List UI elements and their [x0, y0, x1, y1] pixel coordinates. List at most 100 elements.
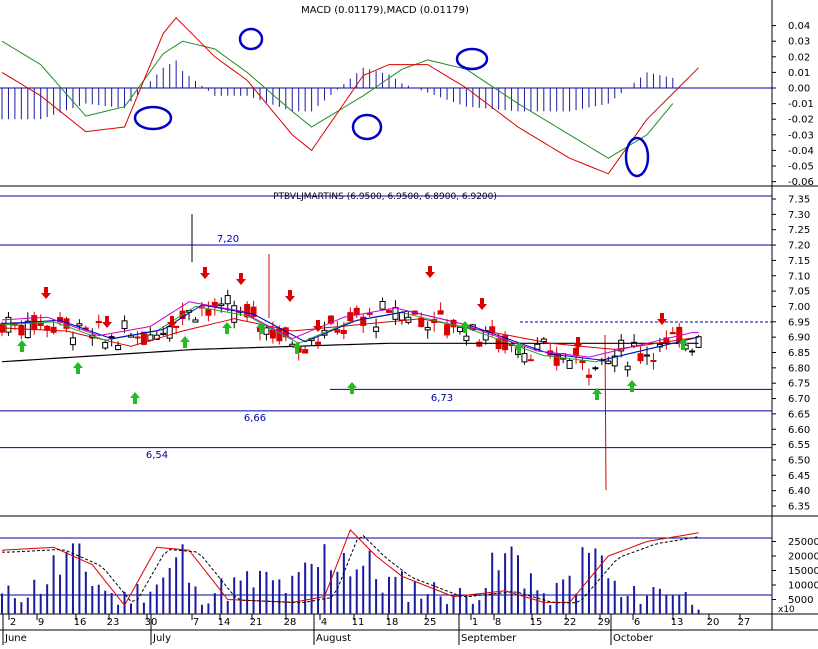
day-tick-label: 20	[707, 617, 720, 628]
buy-arrow-icon	[347, 382, 357, 394]
day-tick-label: 1	[472, 617, 478, 628]
macd-tick-label: -0.03	[788, 130, 814, 141]
price-tick-label: 6.90	[788, 333, 810, 344]
candle-body	[450, 319, 457, 328]
price-tick-label: 6.80	[788, 363, 810, 374]
buy-arrow-icon	[130, 392, 140, 404]
volume-y-axis: 25000 20000 15000 10000 5000	[772, 537, 818, 606]
day-tick-label: 21	[250, 617, 263, 628]
price-y-axis: 7.35 7.30 7.25 7.20 7.15 7.10 7.05 7.00 6.95 6.90…	[772, 195, 810, 513]
month-label: July	[152, 633, 171, 644]
month-label: August	[316, 633, 351, 644]
macd-tick-label: -0.02	[788, 115, 814, 126]
day-tick-label: 6	[634, 617, 640, 628]
macd-line	[1, 17, 699, 175]
candle-body	[669, 332, 676, 335]
signal-arrows	[17, 266, 688, 404]
macd-highlight-ellipse	[238, 27, 264, 51]
candle-body	[95, 320, 102, 324]
day-tick-label: 11	[352, 617, 365, 628]
candle-body	[592, 367, 599, 370]
macd-y-axis: 0.04 0.03 0.02 0.01 0.00 -0.01 -0.02 -0.03 -0.04…	[772, 21, 814, 188]
price-tick-label: 6.55	[788, 440, 810, 451]
moving-average-red	[1, 318, 699, 350]
candle-body	[521, 353, 528, 363]
candle-body	[379, 301, 386, 310]
buy-arrow-icon	[627, 380, 637, 392]
price-tick-label: 7.20	[788, 241, 810, 252]
candle-body	[153, 334, 160, 340]
buy-arrow-icon	[73, 362, 83, 374]
candle-body	[37, 322, 44, 326]
candle-body	[69, 337, 76, 346]
buy-arrow-icon	[17, 340, 27, 352]
sell-arrow-icon	[477, 298, 487, 310]
sell-arrow-icon	[102, 316, 112, 328]
spike-wick	[604, 334, 607, 491]
price-tick-label: 6.95	[788, 317, 810, 328]
candle-body	[263, 327, 270, 335]
price-tick-label: 7.15	[788, 256, 810, 267]
price-levels: 7,20 6,73 6,66 6,54	[0, 234, 772, 461]
macd-tick-label: 0.01	[788, 68, 810, 79]
candle-body	[476, 341, 483, 347]
candle-body	[269, 329, 276, 339]
oscillator-signal-line	[2, 534, 699, 604]
price-level-label: 7,20	[217, 234, 239, 245]
candle-body	[637, 353, 644, 362]
price-tick-label: 6.65	[788, 409, 810, 420]
price-tick-label: 6.70	[788, 394, 810, 405]
candle-body	[244, 304, 251, 318]
buy-arrow-icon	[180, 336, 190, 348]
day-tick-label: 27	[738, 617, 751, 628]
day-tick-label: 29	[598, 617, 611, 628]
buy-arrow-icon	[292, 342, 302, 354]
price-level-label: 6,73	[431, 393, 453, 404]
macd-highlight-ellipse	[624, 136, 650, 178]
candle-body	[366, 312, 373, 315]
buy-arrow-icon	[256, 322, 266, 334]
moving-average-blue	[2, 304, 699, 361]
candle-body	[650, 359, 657, 362]
macd-tick-label: -0.06	[788, 177, 814, 188]
price-level-label: 6,54	[146, 450, 168, 461]
day-tick-label: 22	[564, 617, 577, 628]
candle-body	[418, 317, 425, 328]
price-title: PTBVLJMARTINS (6.9500, 6.9500, 6.8900, 6…	[273, 192, 497, 202]
candle-body	[160, 332, 167, 336]
candle-body	[540, 338, 547, 342]
candle-body	[695, 336, 702, 348]
candle-body	[353, 307, 360, 316]
price-tick-label: 6.85	[788, 348, 810, 359]
candle-body	[166, 326, 173, 339]
volume-tick-label: 20000	[788, 552, 818, 563]
candle-body	[134, 336, 141, 339]
buy-arrow-icon	[514, 342, 524, 354]
month-label: September	[461, 633, 517, 644]
day-tick-label: 23	[107, 617, 120, 628]
macd-tick-label: 0.00	[788, 84, 810, 95]
candle-body	[398, 312, 405, 321]
volume-tick-label: 15000	[788, 566, 818, 577]
candle-body	[173, 325, 180, 329]
day-tick-label: 15	[530, 617, 543, 628]
month-label: June	[4, 633, 27, 644]
day-tick-label: 25	[424, 617, 437, 628]
candle-body	[108, 336, 115, 339]
volume-tick-label: 25000	[788, 537, 818, 548]
candle-body	[302, 349, 309, 354]
volume-bars	[1, 543, 700, 614]
day-tick-label: 18	[386, 617, 399, 628]
candle-body	[573, 347, 580, 356]
volume-tick-label: 10000	[788, 581, 818, 592]
price-tick-label: 7.30	[788, 210, 810, 221]
time-axis: 2 9 16 23 30 7 14 21 28 4 11 18 25 1 8 15 22 29 6 13 20 27Jun…	[2, 614, 751, 645]
sell-arrow-icon	[425, 266, 435, 278]
candle-body	[605, 360, 612, 365]
candle-body	[340, 329, 347, 334]
day-tick-label: 28	[284, 617, 297, 628]
price-tick-label: 6.60	[788, 425, 810, 436]
oscillator-line	[1, 529, 699, 607]
sell-arrow-icon	[41, 287, 51, 299]
buy-arrow-icon	[678, 338, 688, 350]
